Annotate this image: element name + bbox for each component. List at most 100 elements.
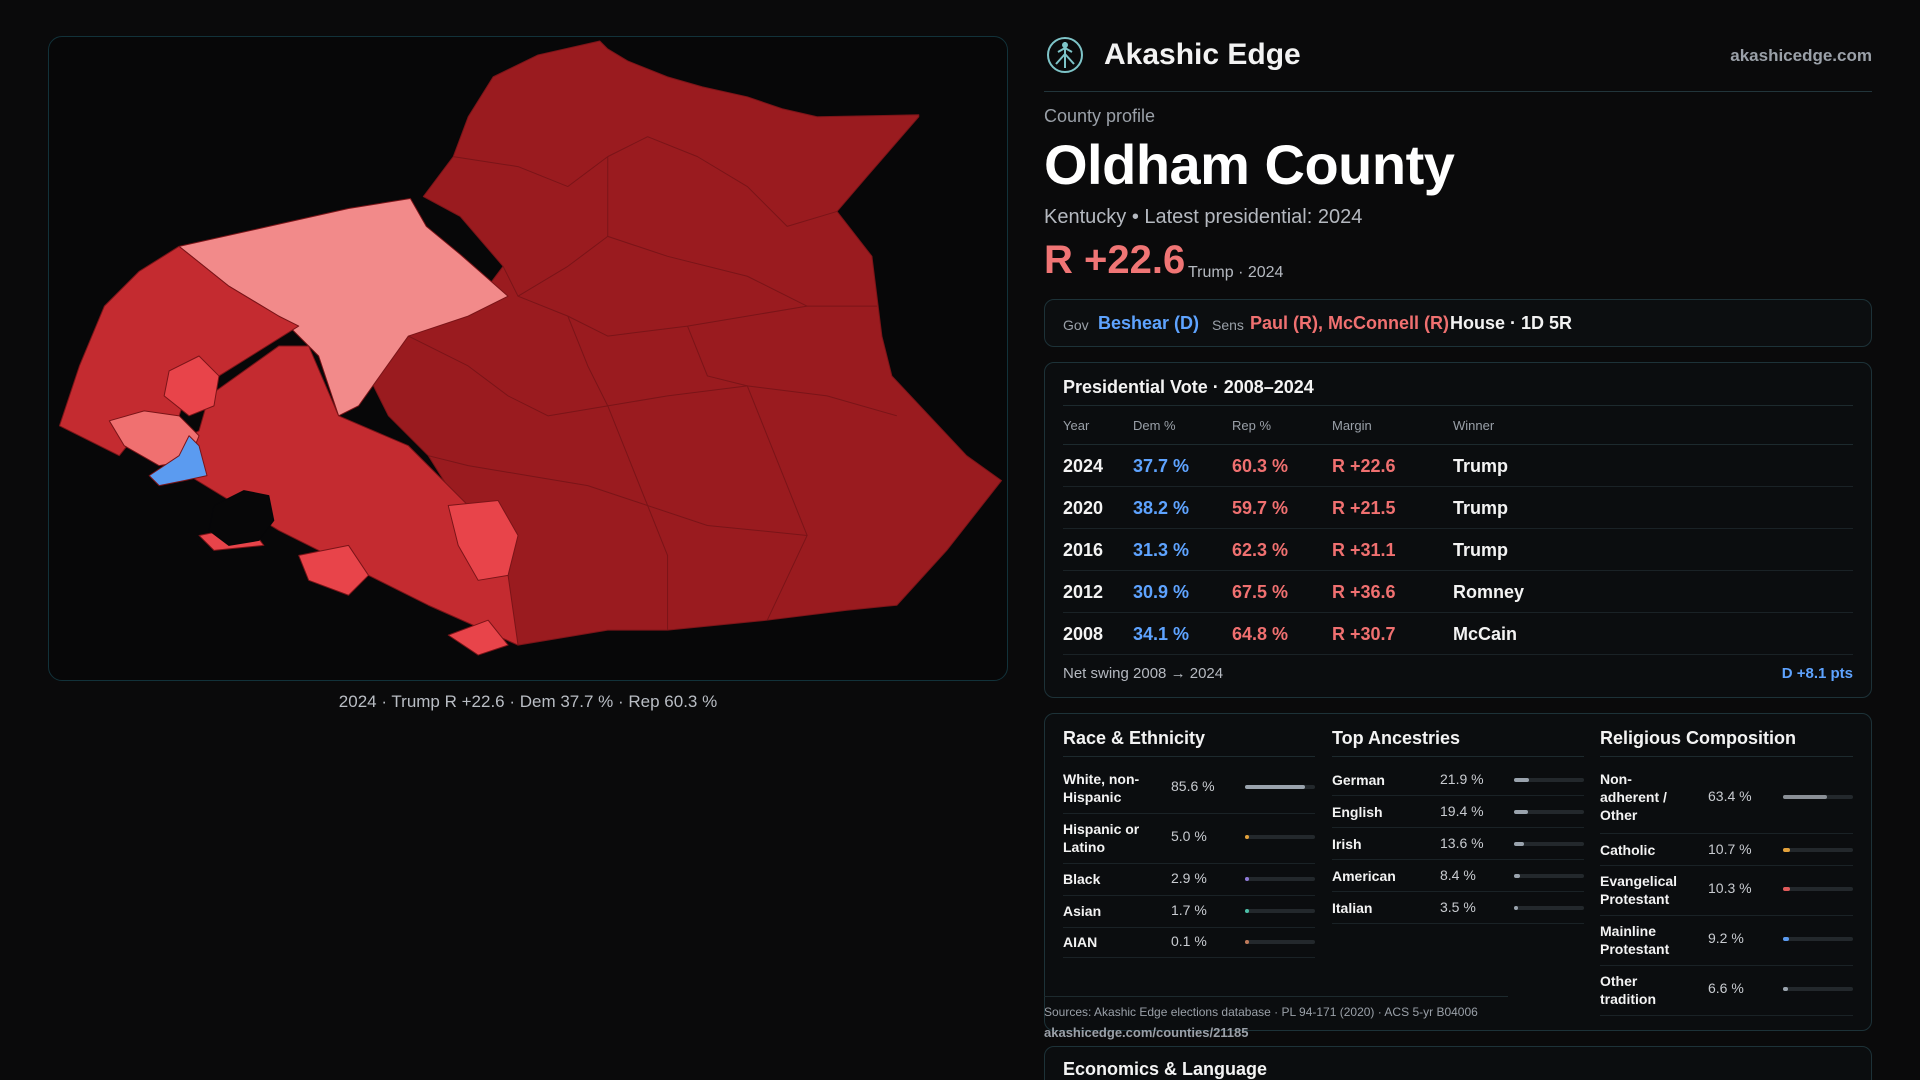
year-cell: 2016 [1063, 540, 1104, 560]
map-region[interactable] [447, 500, 519, 581]
row-label: Evangelical Protestant [1600, 873, 1678, 907]
bar-fill [1783, 795, 1828, 799]
race-row: Black 2.9 % [1063, 864, 1315, 896]
row-label: Asian [1063, 903, 1102, 919]
row-value: 1.7 % [1171, 902, 1207, 918]
ancestry-row: Irish 13.6 % [1332, 828, 1584, 860]
year-cell: 2020 [1063, 498, 1104, 518]
religion-row: Catholic 10.7 % [1600, 834, 1853, 866]
bar-track [1514, 874, 1584, 878]
precinct-map-svg[interactable] [49, 37, 1007, 680]
religion-title: Religious Composition [1600, 728, 1796, 748]
row-label: Black [1063, 871, 1101, 887]
bar-track [1245, 940, 1315, 944]
race-row: AIAN 0.1 % [1063, 928, 1315, 958]
table-row[interactable]: 2012 30.9 % 67.5 % R +36.6 Romney [1063, 571, 1853, 613]
bar-fill [1514, 842, 1524, 846]
bar-track [1783, 987, 1853, 991]
column-header: Winner [1453, 418, 1495, 433]
bar-track [1514, 778, 1584, 782]
row-label: AIAN [1063, 934, 1098, 950]
rep-cell: 60.3 % [1232, 456, 1289, 476]
map-region[interactable] [148, 435, 208, 487]
bar-fill [1514, 810, 1528, 814]
margin-cell: R +21.5 [1332, 498, 1396, 518]
column-header: Dem % [1133, 418, 1176, 433]
officials-bar: Gov Beshear (D) Sens Paul (R), McConnell… [1044, 299, 1872, 347]
race-row: Hispanic or Latino 5.0 % [1063, 814, 1315, 864]
brand-url[interactable]: akashicedge.com [1730, 46, 1872, 65]
table-row[interactable]: 2008 34.1 % 64.8 % R +30.7 McCain [1063, 613, 1853, 655]
row-label: English [1332, 804, 1383, 820]
row-label: Non-adherent / Other [1600, 771, 1667, 823]
dem-cell: 31.3 % [1133, 540, 1190, 560]
winner-cell: Romney [1453, 582, 1525, 602]
row-label: German [1332, 772, 1385, 788]
row-value: 19.4 % [1440, 803, 1484, 819]
year-cell: 2012 [1063, 582, 1104, 602]
bar-fill [1245, 909, 1249, 913]
county-map[interactable] [48, 36, 1008, 681]
sources-link[interactable]: akashicedge.com/counties/21185 [1044, 1025, 1249, 1040]
card-title: Economics & Language [1063, 1059, 1268, 1079]
ancestry-title: Top Ancestries [1332, 728, 1461, 748]
ancestry-row: English 19.4 % [1332, 796, 1584, 828]
bar-fill [1514, 778, 1530, 782]
margin-cell: R +30.7 [1332, 624, 1396, 644]
divider [1332, 756, 1584, 757]
row-value: 6.6 % [1708, 980, 1744, 996]
row-label: Other tradition [1600, 973, 1656, 1007]
net-swing-value: D +8.1 pts [1781, 665, 1853, 682]
map-region[interactable] [298, 544, 369, 596]
bar-track [1514, 810, 1584, 814]
sources-note: Sources: Akashic Edge elections database… [1044, 996, 1508, 1019]
bar-fill [1783, 987, 1788, 991]
margin-cell: R +31.1 [1332, 540, 1396, 560]
dem-cell: 30.9 % [1133, 582, 1190, 602]
row-value: 8.4 % [1440, 867, 1476, 883]
county-name: Oldham County [1044, 133, 1455, 196]
bar-fill [1783, 848, 1791, 852]
divider [1600, 756, 1853, 757]
governor: Beshear (D) [1098, 313, 1200, 333]
race-row: White, non-Hispanic 85.6 % [1063, 764, 1315, 814]
bar-track [1514, 842, 1584, 846]
row-value: 3.5 % [1440, 899, 1476, 915]
economics-card[interactable]: Economics & Language [1044, 1046, 1872, 1080]
map-region[interactable] [447, 619, 509, 656]
county-subline: Kentucky • Latest presidential: 2024 [1044, 206, 1363, 228]
latest-margin: R +22.6 [1044, 238, 1186, 282]
religion-row: Other tradition 6.6 % [1600, 966, 1853, 1016]
ancestry-row: Italian 3.5 % [1332, 892, 1584, 924]
map-region[interactable] [348, 40, 1003, 646]
bar-fill [1514, 874, 1520, 878]
table-row[interactable]: 2016 31.3 % 62.3 % R +31.1 Trump [1063, 529, 1853, 571]
divider [1063, 756, 1315, 757]
row-label: American [1332, 868, 1396, 884]
latest-margin-note: Trump · 2024 [1188, 264, 1284, 281]
row-value: 85.6 % [1171, 778, 1215, 794]
bar-fill [1245, 940, 1249, 944]
bar-track [1783, 795, 1853, 799]
presidential-vote-card: Presidential Vote · 2008–2024 Year Dem %… [1044, 362, 1872, 698]
row-label: White, non-Hispanic [1063, 771, 1140, 805]
row-value: 10.3 % [1708, 880, 1752, 896]
map-region[interactable] [163, 355, 220, 417]
row-value: 5.0 % [1171, 828, 1207, 844]
house-delegation: House · 1D 5R [1450, 313, 1573, 333]
dem-cell: 34.1 % [1133, 624, 1190, 644]
demographics-card: Race & Ethnicity White, non-Hispanic 85.… [1044, 713, 1872, 1031]
race-title: Race & Ethnicity [1063, 728, 1206, 748]
table-row[interactable]: 2024 37.7 % 60.3 % R +22.6 Trump [1063, 445, 1853, 487]
religion-row: Mainline Protestant 9.2 % [1600, 916, 1853, 966]
year-cell: 2008 [1063, 624, 1104, 644]
row-label: Catholic [1600, 842, 1656, 858]
year-cell: 2024 [1063, 456, 1104, 476]
bar-track [1514, 906, 1584, 910]
table-row[interactable]: 2020 38.2 % 59.7 % R +21.5 Trump [1063, 487, 1853, 529]
winner-cell: McCain [1453, 624, 1518, 644]
dem-cell: 37.7 % [1133, 456, 1190, 476]
bar-track [1783, 848, 1853, 852]
tree-of-life-icon [1047, 37, 1083, 73]
bar-track [1245, 877, 1315, 881]
